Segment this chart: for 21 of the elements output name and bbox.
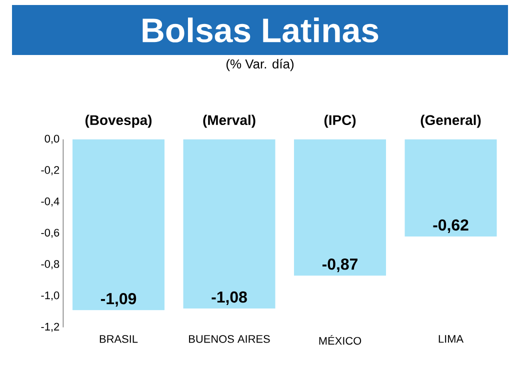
x-tick-label: BUENOS AIRES [189, 335, 270, 343]
y-tick-label: -1,0 [41, 291, 60, 301]
y-tick-label: -0,2 [41, 166, 60, 176]
x-tick-label: BRASIL [100, 335, 138, 343]
data-label: -0,87 [322, 258, 358, 272]
chart-subtitle: (% Var. día) [226, 58, 294, 72]
y-tick-label: -1,2 [41, 322, 60, 332]
data-label: -1,08 [212, 291, 247, 306]
x-tick-label: LIMA [438, 335, 464, 343]
text: (Merval) [203, 114, 256, 128]
data-label: -1,09 [100, 292, 136, 307]
data-label: -0,62 [433, 219, 468, 233]
text: (Bovespa) [85, 114, 152, 128]
chart-title: Bolsas Latinas [142, 18, 378, 42]
x-tick-label: MÉXICO [319, 335, 362, 345]
y-tick-label: -0,4 [41, 197, 60, 207]
y-tick-label: -0,8 [41, 260, 60, 270]
y-tick-label: 0,0 [44, 134, 60, 144]
y-tick-label: -0,6 [41, 228, 60, 238]
text: (IPC) [324, 114, 356, 128]
text: (General) [420, 114, 481, 128]
